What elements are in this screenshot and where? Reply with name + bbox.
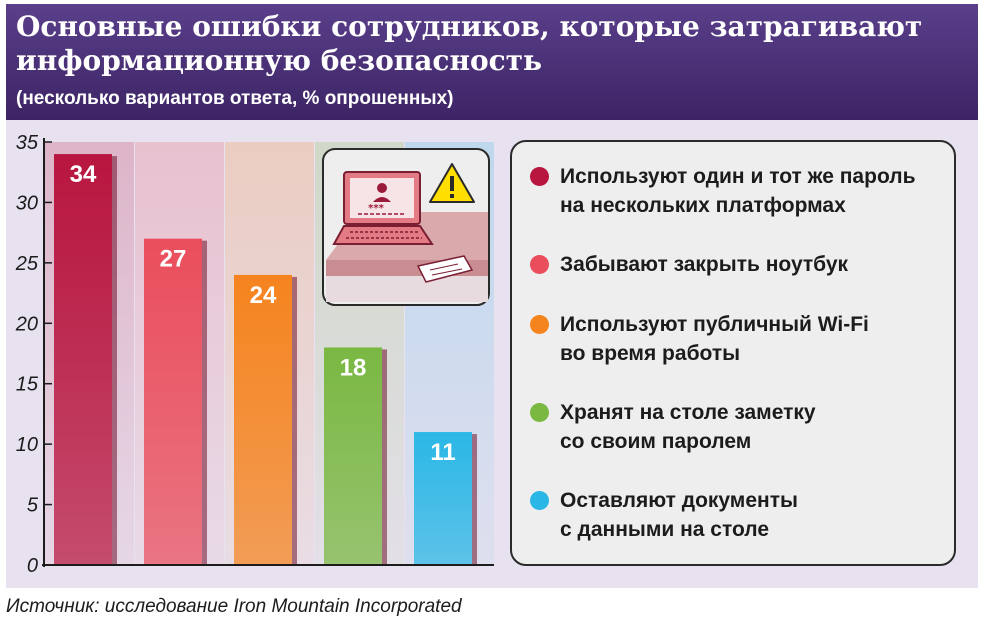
- legend-label: Используют один и тот же пароль на нескол…: [560, 162, 950, 220]
- bar-shadow: [382, 349, 387, 565]
- bar: [324, 347, 382, 565]
- y-tick-label: 30: [16, 192, 38, 214]
- y-tick-label: 0: [27, 555, 38, 577]
- bar: [54, 154, 112, 566]
- bar-value-label: 18: [340, 354, 367, 381]
- legend-label-line: Используют публичный Wi-Fi: [560, 313, 869, 336]
- y-tick-label: 10: [16, 434, 38, 456]
- legend-label: Оставляют документы с данными на столе: [560, 486, 950, 544]
- bar: [234, 274, 292, 565]
- bar-shadow: [292, 276, 297, 565]
- legend-swatch: [530, 403, 549, 422]
- y-tick-label: 20: [15, 313, 38, 335]
- legend-label-line: во время работы: [560, 342, 741, 365]
- bar-shadow: [472, 434, 477, 565]
- legend-label-line: со своим паролем: [560, 430, 752, 453]
- laptop-icon: ***: [332, 171, 434, 245]
- legend-label-line: Используют один и тот же пароль: [560, 165, 916, 188]
- legend-label-line: на нескольких платформах: [560, 194, 846, 217]
- note-paper-icon: [416, 255, 474, 283]
- legend-swatch: [530, 167, 549, 186]
- bar: [414, 432, 472, 565]
- legend-label: Забывают закрыть ноутбук: [560, 250, 950, 279]
- bar: [144, 238, 202, 565]
- legend-label: Хранят на столе заметку со своим паролем: [560, 398, 950, 456]
- source-note: Источник: исследование Iron Mountain Inc…: [6, 596, 462, 617]
- legend-label-line: Забывают закрыть ноутбук: [560, 253, 849, 276]
- chart-title: Основные ошибки сотрудников, которые зат…: [16, 10, 923, 77]
- chart-legend: Используют один и тот же пароль на нескол…: [510, 140, 956, 566]
- bar-chart: 34 27 24 18 11 0 5 10 15 20 25 30 35: [15, 132, 494, 577]
- legend-label-line: Хранят на столе заметку: [560, 401, 816, 424]
- bar-shadow: [112, 156, 117, 566]
- legend-swatch: [530, 315, 549, 334]
- legend-label-line: с данными на столе: [560, 518, 770, 541]
- bar-value-label: 27: [160, 246, 187, 273]
- y-tick-label: 5: [27, 495, 39, 517]
- chart-subtitle: (несколько вариантов ответа, % опрошенны…: [16, 88, 454, 109]
- laptop-warning-icon: ***: [322, 148, 490, 306]
- y-tick-label: 25: [15, 253, 39, 275]
- password-mask: ***: [368, 203, 384, 214]
- bar-shadow: [202, 240, 207, 565]
- legend-swatch: [530, 255, 549, 274]
- legend-label-line: Оставляют документы: [560, 489, 798, 512]
- y-tick-label: 15: [16, 374, 39, 396]
- legend-label: Используют публичный Wi-Fi во время работ…: [560, 310, 950, 368]
- y-tick-label: 35: [16, 132, 39, 154]
- bar-value-label: 24: [250, 282, 277, 309]
- bar-value-label: 11: [430, 439, 455, 466]
- warning-icon: [429, 163, 475, 203]
- bar-value-label: 34: [70, 161, 97, 188]
- chart-header: Основные ошибки сотрудников, которые зат…: [6, 4, 978, 120]
- legend-swatch: [530, 491, 549, 510]
